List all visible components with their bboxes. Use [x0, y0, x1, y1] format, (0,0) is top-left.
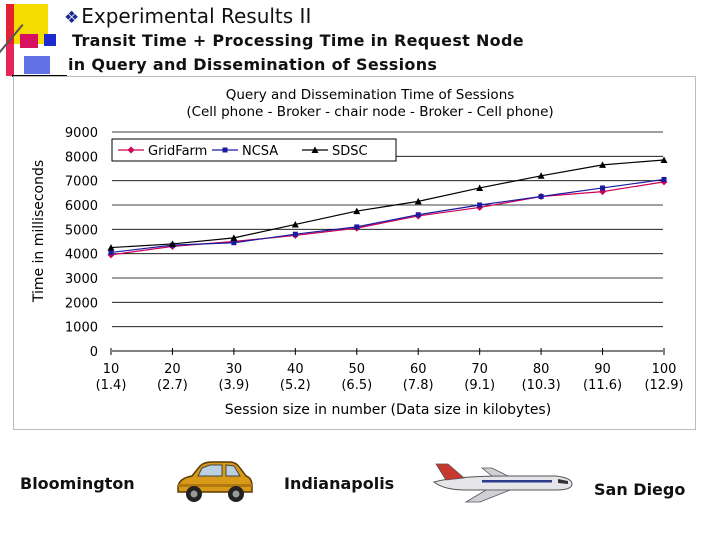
data-point	[231, 240, 237, 246]
origin-label: Bloomington	[20, 474, 135, 493]
legend-item: GridFarm	[118, 144, 207, 159]
data-point	[127, 146, 135, 154]
airplane-icon	[432, 463, 573, 503]
legend-label: SDSC	[332, 144, 368, 159]
data-point	[661, 176, 667, 182]
data-point	[415, 212, 421, 218]
data-point	[600, 185, 606, 191]
legend-item: SDSC	[302, 144, 368, 159]
series-layer	[107, 156, 668, 259]
x-tick-sublabel: (7.8)	[403, 378, 434, 393]
slide-title: ❖ Experimental Results II	[64, 4, 311, 28]
legend-item: NCSA	[212, 144, 278, 159]
via-label: Indianapolis	[284, 474, 395, 493]
data-point	[291, 220, 299, 228]
series-line	[110, 178, 665, 254]
x-tick-label: 30	[226, 362, 243, 377]
legend-label: NCSA	[242, 144, 278, 159]
data-point	[311, 146, 319, 153]
x-tick-label: 50	[349, 362, 366, 377]
y-axis-label: Time in milliseconds	[31, 160, 47, 303]
x-tick-sublabel: (10.3)	[522, 378, 561, 393]
data-point	[230, 234, 238, 241]
series-sdsc	[107, 156, 668, 251]
x-tick-sublabel: (6.5)	[341, 378, 372, 393]
data-point	[414, 197, 422, 205]
x-tick-label: 60	[410, 362, 427, 377]
data-point	[168, 240, 176, 247]
y-tick-label: 9000	[65, 126, 98, 141]
data-point	[599, 161, 607, 168]
y-tick-label: 3000	[65, 272, 98, 287]
x-tick-label: 20	[164, 362, 181, 377]
y-tick-label: 4000	[65, 248, 98, 263]
x-tick-label: 90	[594, 362, 611, 377]
x-tick-label: 80	[533, 362, 550, 377]
decoration-blue-square	[44, 34, 56, 46]
data-point	[660, 156, 668, 163]
data-point	[477, 202, 483, 208]
y-tick-label: 6000	[65, 199, 98, 214]
data-point	[292, 231, 298, 237]
series-line	[110, 159, 665, 249]
x-tick-sublabel: (9.1)	[464, 378, 495, 393]
x-tick-label: 70	[471, 362, 488, 377]
slide-subtitle-line2: in Query and Dissemination of Sessions	[68, 55, 438, 74]
legend-label: GridFarm	[148, 144, 207, 159]
chart-frame: Query and Dissemination Time of Sessions…	[13, 76, 696, 430]
y-tick-label: 0	[90, 345, 98, 360]
y-tick-label: 8000	[65, 150, 98, 165]
series-ncsa	[108, 176, 667, 255]
data-point	[537, 172, 545, 179]
x-axis-label: Session size in number (Data size in kil…	[225, 402, 551, 418]
data-point	[222, 147, 228, 153]
diamond-bullet-icon: ❖	[64, 8, 80, 28]
destination-label: San Diego	[594, 480, 686, 499]
x-tick-sublabel: (5.2)	[280, 378, 311, 393]
data-point	[108, 249, 114, 255]
x-tick-label: 10	[103, 362, 120, 377]
x-tick-sublabel: (1.4)	[96, 378, 127, 393]
data-point	[538, 193, 544, 199]
y-tick-label: 5000	[65, 223, 98, 238]
data-point	[476, 184, 484, 191]
y-tick-label: 1000	[65, 321, 98, 336]
chart-legend: GridFarm NCSA SDSC	[111, 138, 397, 162]
data-point	[353, 207, 361, 215]
x-tick-sublabel: (12.9)	[644, 378, 683, 393]
slide-title-text: Experimental Results II	[81, 4, 312, 28]
slide-subtitle-line1: Transit Time + Processing Time in Reques…	[72, 31, 524, 50]
x-axis-ticks: 10(1.4) 20(2.7) 30(3.9) 40(5.2) 50(6.5) 60(7.…	[96, 348, 684, 393]
y-tick-label: 7000	[65, 175, 98, 190]
x-tick-sublabel: (3.9)	[218, 378, 249, 393]
y-axis-ticks: 0 1000 2000 3000 4000 5000 6000 7000 8000 9000	[65, 126, 98, 360]
x-tick-label: 40	[287, 362, 304, 377]
legend-box	[111, 138, 397, 162]
car-icon	[177, 461, 253, 502]
data-point	[107, 244, 115, 251]
data-point	[354, 224, 360, 230]
x-tick-sublabel: (2.7)	[157, 378, 188, 393]
chart-subtitle: (Cell phone - Broker - chair node - Brok…	[186, 104, 553, 120]
chart-title: Query and Dissemination Time of Sessions	[226, 87, 515, 103]
x-tick-label: 100	[652, 362, 677, 377]
decoration-blue-block	[24, 56, 50, 74]
x-tick-sublabel: (11.6)	[583, 378, 622, 393]
line-chart: Query and Dissemination Time of Sessions…	[31, 87, 684, 418]
decoration-red-square	[20, 34, 38, 48]
y-tick-label: 2000	[65, 296, 98, 311]
